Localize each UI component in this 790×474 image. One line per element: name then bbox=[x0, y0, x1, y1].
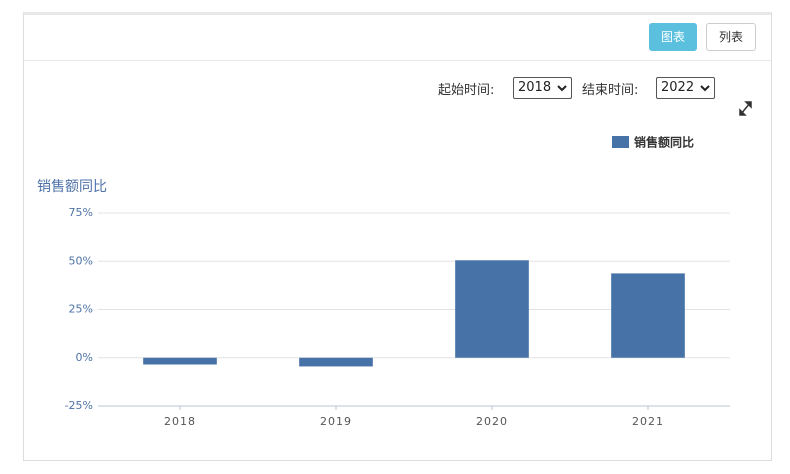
y-tick-label: 0% bbox=[76, 351, 93, 364]
y-tick-label: 75% bbox=[69, 206, 93, 219]
x-tick-label: 2020 bbox=[476, 415, 508, 428]
panel: 图表 列表 起始时间: 2018 结束时间: 2022 bbox=[23, 12, 772, 461]
start-label: 起始时间: bbox=[438, 83, 495, 98]
start-value: 2018 bbox=[518, 80, 552, 95]
bar bbox=[611, 273, 685, 358]
chevron bbox=[700, 85, 710, 92]
end-value: 2022 bbox=[661, 80, 695, 95]
y-tick-label: 50% bbox=[69, 254, 93, 267]
chevron bbox=[557, 85, 567, 92]
x-tick-label: 2018 bbox=[164, 415, 196, 428]
y-axis-label: 销售额同比 bbox=[37, 179, 107, 195]
start-select[interactable]: 2018 bbox=[513, 77, 573, 99]
bar bbox=[455, 260, 529, 358]
y-tick-label: -25% bbox=[65, 399, 93, 412]
legend-label: 销售额同比 bbox=[634, 135, 694, 150]
y-tick-label: 25% bbox=[69, 303, 93, 316]
bar bbox=[143, 357, 217, 365]
bar bbox=[299, 357, 373, 367]
chart-button[interactable]: 图表 bbox=[649, 23, 698, 51]
legend-swatch bbox=[612, 136, 629, 148]
x-tick-label: 2021 bbox=[632, 415, 664, 428]
toolbar: 图表 列表 bbox=[24, 15, 771, 61]
end-label: 结束时间: bbox=[582, 83, 639, 98]
x-tick-label: 2019 bbox=[320, 415, 352, 428]
list-button[interactable]: 列表 bbox=[706, 23, 757, 51]
expand-icon[interactable] bbox=[739, 101, 752, 116]
end-select[interactable]: 2022 bbox=[656, 77, 716, 99]
